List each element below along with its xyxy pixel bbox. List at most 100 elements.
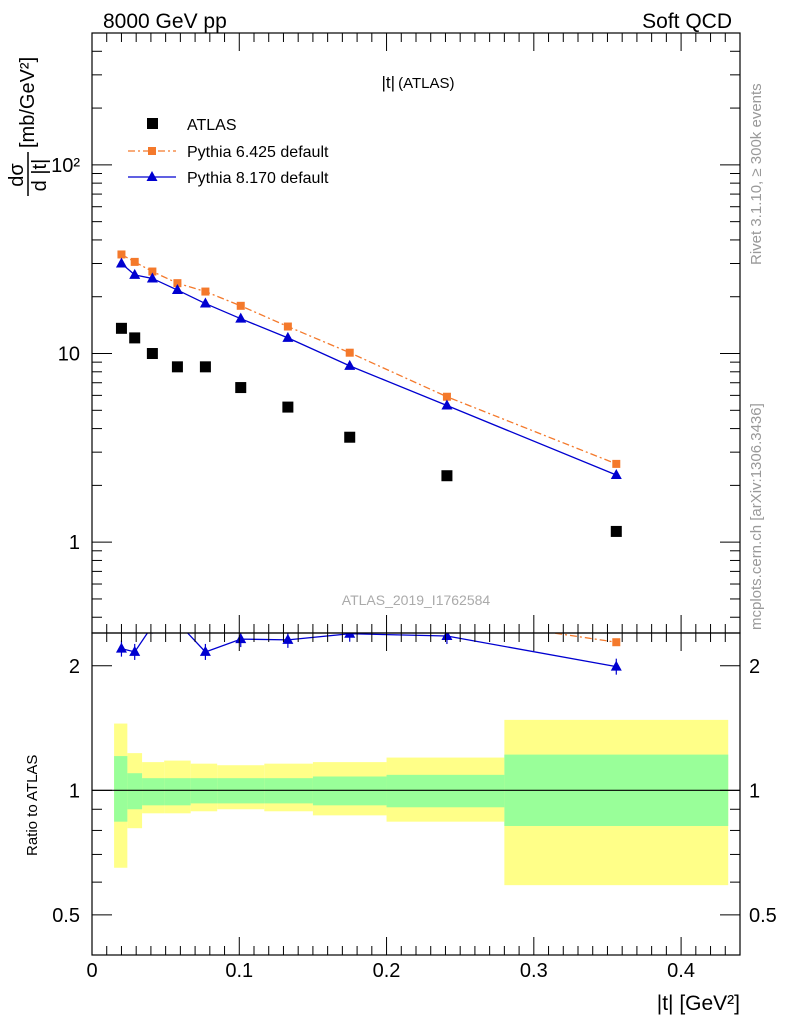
data-point-pythia8 xyxy=(199,297,211,308)
x-tick-label: 0.1 xyxy=(225,960,253,982)
data-point-pythia6 xyxy=(442,392,451,401)
ratio-point-pythia6 xyxy=(131,620,139,628)
x-tick-labels: 0 0.1 0.2 0.3 0.4 xyxy=(86,960,695,982)
ratio-point-pythia8 xyxy=(282,633,294,644)
ratio-band-inner xyxy=(127,773,143,810)
ratio-y-tick-labels: 0.5 0.5 1 1 2 2 xyxy=(52,656,777,927)
data-point-pythia6 xyxy=(612,459,621,468)
data-point-pythia8 xyxy=(344,359,356,370)
y-label-unit: [mb/GeV²] xyxy=(17,57,39,148)
data-point-pythia6 xyxy=(117,250,126,259)
data-point-atlas xyxy=(129,332,141,344)
rivet-label: Rivet 3.1.10, ≥ 300k events xyxy=(748,83,765,265)
data-point-pythia6 xyxy=(201,287,210,296)
data-point-pythia8 xyxy=(441,399,453,410)
data-point-pythia8 xyxy=(610,469,622,480)
legend-marker-pythia8 xyxy=(146,171,158,181)
data-point-atlas xyxy=(115,322,127,334)
data-point-pythia6 xyxy=(173,279,182,288)
x-tick-label: 0.2 xyxy=(373,960,401,982)
ratio-point-pythia6 xyxy=(148,607,156,615)
data-point-pythia6 xyxy=(148,267,157,276)
ratio-point-pythia6 xyxy=(443,613,451,621)
main-y-tick-label: 1 xyxy=(69,532,80,554)
main-axis-ticks xyxy=(91,32,741,633)
ratio-point-pythia8 xyxy=(610,660,622,671)
ratio-point-pythia8 xyxy=(441,633,453,641)
x-tick-label: 0 xyxy=(86,960,97,982)
x-tick-label: 0.4 xyxy=(667,960,695,982)
main-plot: 1 10 10² |t| (ATLAS) ATLAS_2019_I1762584 dσ… xyxy=(6,32,741,634)
ratio-point-pythia6 xyxy=(237,607,245,615)
legend-marker-pythia6 xyxy=(148,147,156,155)
ratio-bands xyxy=(114,719,729,886)
ratio-y-tick-label-left: 0.5 xyxy=(52,905,80,927)
legend-item-pythia6: Pythia 6.425 default xyxy=(128,144,329,161)
main-series-line xyxy=(121,253,617,465)
data-point-pythia6 xyxy=(130,257,139,266)
x-axis-label: |t| [GeV²] xyxy=(657,992,740,1015)
y-label-denominator: d |t| xyxy=(29,159,51,192)
main-y-tick-labels: 1 10 10² xyxy=(51,155,80,554)
ratio-point-pythia8 xyxy=(235,633,247,644)
legend-item-atlas: ATLAS xyxy=(147,117,237,134)
analysis-id: ATLAS_2019_I1762584 xyxy=(342,592,491,608)
chart-title: |t| (ATLAS) xyxy=(382,73,455,92)
data-point-pythia6 xyxy=(345,348,354,357)
legend: ATLAS Pythia 6.425 default Pythia 8.170 … xyxy=(128,117,329,187)
ratio-y-tick-label-right: 0.5 xyxy=(749,905,777,927)
data-point-pythia8 xyxy=(282,331,294,342)
ratio-band-inner xyxy=(386,774,505,808)
main-series-line xyxy=(121,263,617,476)
data-point-pythia8 xyxy=(171,284,183,295)
legend-label-pythia6: Pythia 6.425 default xyxy=(187,144,329,161)
mcplots-label: mcplots.cern.ch [arXiv:1306.3436] xyxy=(748,403,765,630)
data-point-pythia6 xyxy=(283,322,292,331)
ratio-band-inner xyxy=(142,778,165,806)
ratio-point-pythia8 xyxy=(344,633,356,638)
data-point-pythia8 xyxy=(115,257,127,268)
data-point-atlas xyxy=(282,401,294,413)
header-right: Soft QCD xyxy=(642,10,732,33)
legend-item-pythia8: Pythia 8.170 default xyxy=(128,170,329,187)
ratio-plot: 0.5 0.51 12 2 0 0.1 0.2 0.3 0.4 Ratio to ATLAS … xyxy=(24,603,777,1015)
ratio-point-pythia8 xyxy=(172,616,183,626)
y-label-numerator: dσ xyxy=(6,163,28,187)
x-tick-label: 0.3 xyxy=(520,960,548,982)
ratio-point-pythia6 xyxy=(173,603,181,611)
ratio-point-pythia6 xyxy=(612,638,621,647)
data-point-atlas xyxy=(171,361,183,373)
legend-marker-atlas xyxy=(147,118,158,129)
data-point-atlas xyxy=(199,361,211,373)
data-point-atlas xyxy=(235,382,247,394)
data-point-pythia8 xyxy=(146,272,158,283)
ratio-point-pythia8 xyxy=(115,642,127,653)
data-point-atlas xyxy=(344,431,356,443)
main-y-tick-label: 10² xyxy=(51,155,80,177)
main-y-label: dσ d |t| [mb/GeV²] xyxy=(6,57,51,196)
ratio-point-pythia6 xyxy=(284,610,292,618)
legend-label-atlas: ATLAS xyxy=(187,117,237,134)
ratio-band-inner xyxy=(164,778,191,806)
data-point-atlas xyxy=(441,470,453,482)
ratio-band-inner xyxy=(114,756,128,822)
data-point-atlas xyxy=(146,348,158,360)
data-point-pythia6 xyxy=(236,301,245,310)
ratio-y-label: Ratio to ATLAS xyxy=(24,755,41,856)
ratio-point-pythia8 xyxy=(199,645,211,656)
main-series xyxy=(115,250,622,537)
ratio-series xyxy=(115,603,622,675)
data-point-atlas xyxy=(610,525,622,537)
ratio-series-line xyxy=(121,633,617,668)
header-left: 8000 GeV pp xyxy=(103,10,227,33)
ratio-y-tick-label-right: 2 xyxy=(749,656,760,678)
ratio-point-pythia6 xyxy=(201,621,209,629)
ratio-point-pythia8 xyxy=(147,620,158,630)
ratio-point-pythia8 xyxy=(129,645,141,656)
data-point-pythia8 xyxy=(129,268,141,279)
ratio-y-tick-label-left: 2 xyxy=(69,656,80,678)
data-point-pythia8 xyxy=(235,312,247,323)
ratio-series-line xyxy=(549,633,617,643)
main-y-tick-label: 10 xyxy=(58,344,80,366)
